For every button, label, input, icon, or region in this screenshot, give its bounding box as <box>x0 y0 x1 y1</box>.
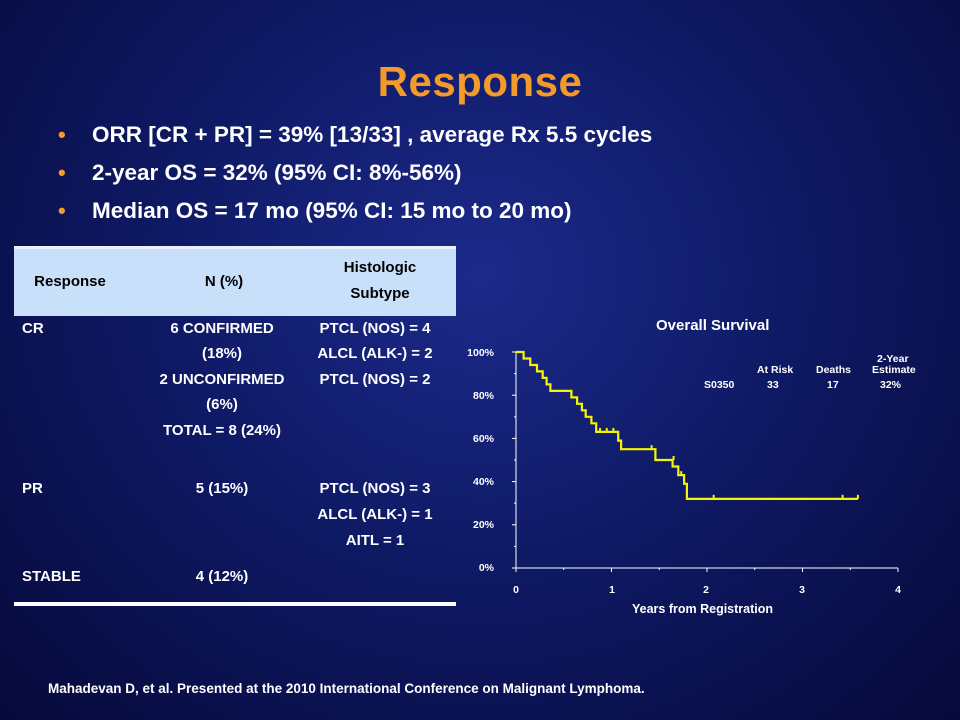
bullet-text: 2-year OS = 32% (95% CI: 8%-56%) <box>92 160 462 185</box>
bullet-list: • ORR [CR + PR] = 39% [13/33] , average R… <box>56 118 652 232</box>
header-histologic: Histologic <box>343 259 417 276</box>
bullet-item: • Median OS = 17 mo (95% CI: 15 mo to 20 … <box>56 194 652 232</box>
row-cr-n: (6%) <box>206 396 238 413</box>
row-cr-subtype: PTCL (NOS) = 2 <box>319 371 431 388</box>
legend-deaths-value: 17 <box>827 379 839 391</box>
bullet-icon: • <box>58 122 66 147</box>
citation-footer: Mahadevan D, et al. Presented at the 201… <box>48 681 645 696</box>
x-tick-label: 0 <box>513 584 519 596</box>
legend-header-estimate: Estimate <box>872 364 916 376</box>
survival-chart-svg <box>512 350 899 572</box>
row-cr-subtype: ALCL (ALK-) = 2 <box>317 345 433 362</box>
chart-title: Overall Survival <box>656 317 770 334</box>
header-subtype: Subtype <box>350 285 410 302</box>
legend-at-risk-value: 33 <box>767 379 779 391</box>
row-pr-n: 5 (15%) <box>195 480 249 497</box>
row-pr-response: PR <box>22 480 43 497</box>
x-tick-label: 1 <box>609 584 615 596</box>
y-tick-label: 0% <box>478 562 494 574</box>
x-tick-label: 3 <box>799 584 805 596</box>
legend-header-2-year: 2-Year <box>877 353 909 365</box>
row-stable-n: 4 (12%) <box>195 568 249 585</box>
response-table: Response N (%) Histologic Subtype CR 6 C… <box>14 246 456 608</box>
y-tick-label: 40% <box>472 476 494 488</box>
y-tick-label: 20% <box>472 519 494 531</box>
row-pr-subtype: AITL = 1 <box>345 532 405 549</box>
y-tick-label: 80% <box>472 390 494 402</box>
row-pr-subtype: ALCL (ALK-) = 1 <box>317 506 433 523</box>
bullet-icon: • <box>58 160 66 185</box>
bullet-text: Median OS = 17 mo (95% CI: 15 mo to 20 m… <box>92 198 572 223</box>
row-cr-total: TOTAL = 8 (24%) <box>163 422 281 439</box>
legend-estimate-value: 32% <box>880 379 902 391</box>
x-tick-label: 4 <box>895 584 901 596</box>
survival-chart: Overall Survival 100% 80% 60% 40% 20% 0%… <box>460 310 940 630</box>
header-n-percent: N (%) <box>204 273 244 290</box>
table-bottom-rule <box>14 602 456 606</box>
header-response: Response <box>34 273 106 290</box>
x-axis-label: Years from Registration <box>632 602 774 616</box>
legend-header-at-risk: At Risk <box>757 364 794 376</box>
row-pr-subtype: PTCL (NOS) = 3 <box>319 480 431 497</box>
bullet-text: ORR [CR + PR] = 39% [13/33] , average Rx… <box>92 122 653 147</box>
x-tick-label: 2 <box>703 584 709 596</box>
table-header: Response N (%) Histologic Subtype <box>14 246 456 316</box>
slide-title: Response <box>377 58 583 105</box>
row-cr-n: 2 UNCONFIRMED <box>159 371 285 388</box>
survival-curve-line <box>516 350 858 500</box>
row-cr-n: 6 CONFIRMED <box>170 320 274 337</box>
y-tick-label: 60% <box>472 433 494 445</box>
bullet-item: • ORR [CR + PR] = 39% [13/33] , average R… <box>56 118 652 156</box>
row-cr-response: CR <box>22 320 44 337</box>
y-tick-label: 100% <box>467 347 494 359</box>
row-cr-n: (18%) <box>201 345 242 362</box>
bullet-icon: • <box>58 198 66 223</box>
row-cr-subtype: PTCL (NOS) = 4 <box>319 320 431 337</box>
legend-series-label: S0350 <box>704 379 735 391</box>
row-stable-response: STABLE <box>22 568 81 585</box>
legend-header-deaths: Deaths <box>816 364 852 376</box>
bullet-item: • 2-year OS = 32% (95% CI: 8%-56%) <box>56 156 652 194</box>
